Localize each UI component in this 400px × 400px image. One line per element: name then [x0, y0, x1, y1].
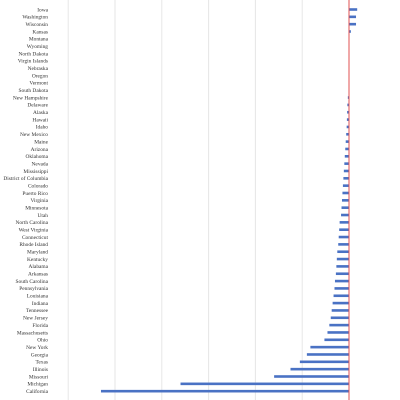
category-label: Minnesota	[25, 205, 48, 211]
bar	[341, 206, 349, 209]
bar	[345, 140, 349, 143]
category-label: District of Columbia	[3, 175, 48, 182]
bar	[327, 331, 349, 334]
category-label: Idaho	[36, 125, 49, 131]
category-label: Georgia	[31, 352, 49, 358]
category-label: Kansas	[32, 29, 48, 35]
category-label: Vermont	[29, 81, 48, 87]
category-label: Rhode Island	[19, 242, 48, 248]
bar	[299, 360, 349, 364]
category-label: Missouri	[29, 374, 49, 380]
bar	[349, 15, 357, 19]
category-label: Maine	[34, 139, 48, 145]
category-label: Mississippi	[23, 169, 48, 175]
category-label: Louisiana	[27, 294, 49, 300]
category-label: Illinois	[33, 367, 48, 373]
bar	[347, 110, 349, 114]
category-label: Wisconsin	[25, 22, 48, 28]
category-label: California	[26, 388, 48, 395]
category-label: Puerto Rico	[22, 191, 48, 197]
category-label: Connecticut	[22, 235, 49, 241]
category-label: Arizona	[31, 147, 49, 153]
category-label: Florida	[32, 323, 48, 329]
bar	[339, 228, 349, 231]
bar	[335, 272, 349, 276]
bar	[343, 169, 349, 173]
category-label: Montana	[29, 37, 49, 43]
bar	[349, 22, 357, 26]
category-label: Texas	[36, 360, 49, 366]
bar	[342, 184, 349, 187]
category-label: Alabama	[29, 264, 49, 270]
bar	[306, 353, 349, 356]
bar	[341, 199, 349, 202]
bar	[310, 345, 349, 349]
bar	[347, 96, 349, 99]
category-label: Ohio	[37, 338, 48, 344]
category-label: Massachusetts	[17, 330, 48, 336]
bar	[333, 294, 349, 298]
bar	[274, 375, 349, 378]
bar	[342, 191, 349, 195]
bar	[346, 125, 349, 129]
category-label: Tennessee	[26, 308, 49, 314]
bar	[336, 257, 349, 261]
bar	[349, 30, 351, 33]
bar	[338, 235, 349, 239]
category-label: New York	[26, 345, 48, 351]
category-label: Nebraska	[28, 66, 49, 72]
bar	[344, 155, 349, 158]
bar	[330, 316, 349, 320]
category-label: Oklahoma	[26, 154, 49, 160]
category-label: Kentucky	[27, 257, 48, 263]
category-label: Oregon	[32, 73, 48, 79]
category-label: Alaska	[33, 110, 49, 116]
category-label: Iowa	[37, 7, 48, 13]
category-label: New Jersey	[23, 316, 48, 322]
category-label: North Dakota	[19, 51, 49, 57]
bar	[344, 162, 349, 165]
bar	[337, 250, 349, 254]
bar	[100, 389, 350, 393]
bar	[346, 118, 349, 121]
category-label: Wyoming	[27, 44, 49, 50]
category-label: Maryland	[27, 250, 48, 256]
bar	[346, 132, 349, 136]
bar	[334, 287, 349, 290]
bar	[345, 147, 349, 151]
bar	[341, 213, 349, 217]
bar	[290, 367, 349, 371]
category-label: North Carolina	[16, 220, 49, 226]
category-label: Washington	[22, 15, 48, 21]
bar	[180, 382, 349, 386]
category-label: Michigan	[27, 382, 48, 388]
bar	[347, 103, 349, 107]
bar	[332, 301, 349, 305]
bar	[334, 279, 349, 283]
category-label: Indiana	[32, 301, 49, 307]
category-label: Nevada	[32, 161, 49, 167]
bar	[343, 177, 349, 180]
category-label: Pennsylvania	[19, 286, 48, 292]
category-label: New Hampshire	[13, 95, 49, 101]
bar	[324, 338, 349, 342]
category-label: Arkansas	[28, 272, 48, 278]
category-label: Virgin Islands	[18, 59, 48, 65]
category-label: West Virginia	[19, 228, 49, 234]
category-label: Virginia	[30, 198, 48, 204]
bar	[338, 243, 349, 246]
bar	[339, 221, 349, 224]
category-label: Utah	[38, 213, 49, 219]
bar	[349, 8, 358, 11]
category-label: Hawaii	[32, 117, 48, 123]
bar	[336, 265, 349, 268]
category-label: South Carolina	[16, 279, 49, 285]
category-label: New Mexico	[20, 132, 48, 138]
bar	[331, 309, 349, 312]
category-label: Colorado	[28, 183, 48, 189]
category-label: Delaware	[27, 103, 48, 109]
category-label: South Dakota	[19, 88, 49, 94]
bar	[329, 323, 349, 327]
